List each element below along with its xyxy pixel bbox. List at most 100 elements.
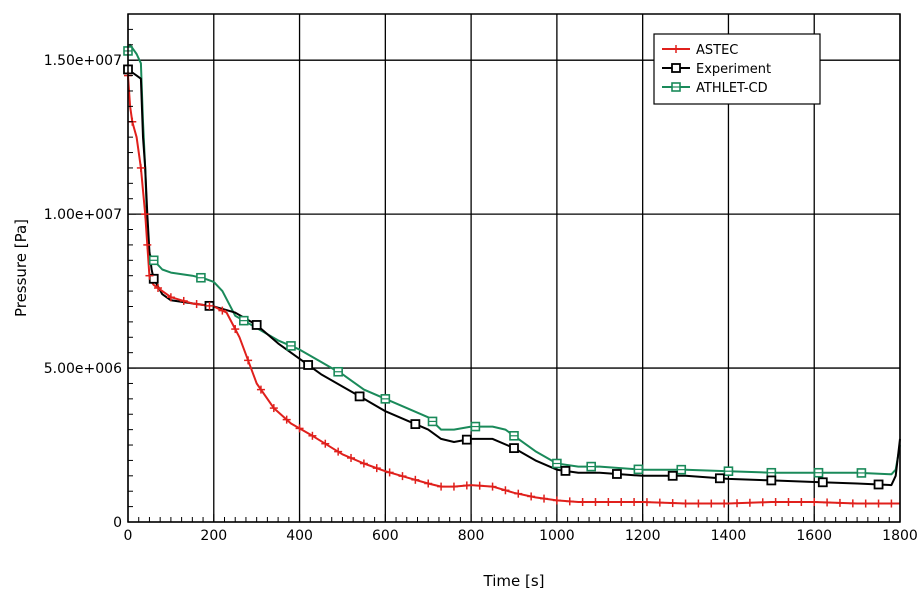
series-line-experiment bbox=[127, 68, 901, 487]
x-tick-label: 1800 bbox=[882, 528, 918, 544]
athlet-marker bbox=[196, 272, 206, 283]
astec-marker bbox=[848, 499, 857, 508]
x-tick-label: 400 bbox=[286, 528, 313, 544]
athlet-marker bbox=[509, 430, 519, 441]
athlet-marker bbox=[633, 464, 644, 475]
experiment-marker bbox=[671, 63, 681, 73]
x-tick-label: 1000 bbox=[539, 528, 575, 544]
x-tick-label: 800 bbox=[458, 528, 485, 544]
astec-marker bbox=[475, 481, 484, 490]
astec-marker bbox=[145, 271, 154, 280]
y-tick-label: 1.50e+007 bbox=[44, 53, 122, 69]
astec-marker bbox=[462, 481, 471, 490]
astec-marker bbox=[707, 499, 716, 508]
astec-marker bbox=[835, 498, 844, 507]
astec-marker bbox=[166, 293, 175, 302]
athlet-marker bbox=[671, 82, 681, 92]
astec-marker bbox=[861, 499, 870, 508]
astec-marker bbox=[540, 494, 549, 503]
athlet-marker bbox=[286, 341, 296, 351]
astec-marker bbox=[359, 459, 368, 468]
astec-marker bbox=[514, 489, 523, 498]
astec-marker bbox=[617, 497, 626, 506]
astec-marker bbox=[244, 356, 253, 365]
y-axis-label: Pressure [Pa] bbox=[12, 219, 30, 317]
astec-marker bbox=[642, 498, 651, 507]
astec-marker bbox=[604, 497, 613, 506]
astec-marker bbox=[810, 497, 819, 506]
experiment-marker bbox=[509, 443, 519, 454]
astec-marker bbox=[231, 325, 240, 334]
astec-marker bbox=[591, 497, 600, 506]
astec-marker bbox=[372, 464, 381, 473]
astec-marker bbox=[655, 498, 664, 507]
athlet-marker bbox=[148, 255, 159, 266]
athlet-marker bbox=[333, 366, 343, 377]
astec-marker bbox=[321, 439, 330, 448]
astec-marker bbox=[745, 498, 754, 507]
x-tick-label: 1600 bbox=[796, 528, 832, 544]
athlet-marker bbox=[723, 466, 734, 477]
astec-marker bbox=[282, 415, 291, 424]
experiment-marker bbox=[766, 475, 777, 486]
legend-label: ATHLET-CD bbox=[696, 81, 768, 96]
experiment-marker bbox=[303, 360, 314, 370]
legend-item: Experiment bbox=[662, 62, 771, 77]
y-tick-label: 0 bbox=[113, 515, 122, 531]
astec-marker bbox=[681, 499, 690, 508]
astec-marker bbox=[218, 306, 227, 315]
legend: ASTEC Experiment ATHLET-CD bbox=[653, 33, 821, 105]
astec-marker bbox=[552, 496, 561, 505]
axis-ticks bbox=[127, 13, 901, 523]
experiment-marker bbox=[817, 477, 828, 488]
experiment-marker bbox=[410, 419, 421, 429]
astec-marker bbox=[630, 497, 639, 506]
x-axis-label: Time [s] bbox=[483, 572, 545, 590]
astec-marker bbox=[694, 499, 703, 508]
axis-tick-labels: 0 200 400 600 800 1000 1200 1400 1600 1800 0 5.00e+… bbox=[44, 53, 918, 544]
athlet-marker bbox=[676, 464, 687, 475]
astec-marker bbox=[334, 447, 343, 456]
legend-items: ASTEC Experiment ATHLET-CD bbox=[662, 43, 771, 96]
y-tick-label: 5.00e+006 bbox=[44, 361, 122, 377]
astec-marker bbox=[205, 301, 214, 310]
astec-marker bbox=[269, 404, 278, 413]
astec-marker bbox=[411, 475, 420, 484]
athlet-marker bbox=[239, 315, 249, 326]
experiment-marker bbox=[873, 479, 884, 490]
x-tick-label: 600 bbox=[372, 528, 399, 544]
legend-item: ASTEC bbox=[662, 43, 738, 58]
athlet-marker bbox=[470, 421, 481, 432]
legend-label: ASTEC bbox=[696, 43, 738, 58]
athlet-marker bbox=[552, 458, 562, 469]
astec-marker bbox=[668, 499, 677, 508]
astec-marker bbox=[758, 498, 767, 507]
experiment-marker bbox=[251, 320, 262, 330]
astec-marker bbox=[720, 499, 729, 508]
astec-marker bbox=[143, 240, 152, 249]
astec-marker bbox=[295, 424, 304, 433]
experiment-marker bbox=[612, 469, 622, 479]
astec-marker bbox=[672, 45, 680, 53]
legend-label: Experiment bbox=[696, 62, 771, 77]
astec-marker bbox=[347, 453, 356, 462]
x-tick-label: 1400 bbox=[711, 528, 747, 544]
x-tick-label: 1200 bbox=[625, 528, 661, 544]
astec-marker bbox=[874, 499, 883, 508]
astec-marker bbox=[136, 163, 145, 172]
astec-marker bbox=[823, 498, 832, 507]
experiment-marker bbox=[354, 391, 365, 402]
astec-marker bbox=[256, 385, 265, 394]
x-tick-label: 0 bbox=[124, 528, 133, 544]
astec-marker bbox=[398, 472, 407, 481]
legend-item: ATHLET-CD bbox=[662, 81, 768, 96]
astec-marker bbox=[424, 479, 433, 488]
legend-box bbox=[653, 33, 821, 105]
series-markers bbox=[123, 46, 896, 508]
astec-marker bbox=[733, 499, 742, 508]
astec-marker bbox=[565, 497, 574, 506]
astec-marker bbox=[797, 497, 806, 506]
athlet-marker bbox=[427, 416, 438, 427]
astec-marker bbox=[449, 482, 458, 491]
